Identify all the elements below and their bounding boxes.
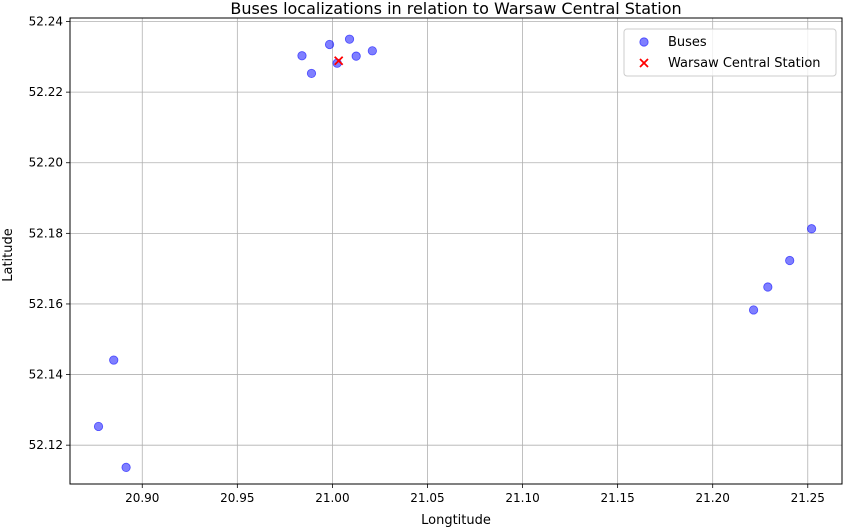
legend-marker-buses: [639, 37, 649, 47]
plot-frame: [69, 17, 843, 485]
legend-label-buses: Buses: [668, 35, 707, 50]
y-tick-label: 52.22: [29, 85, 63, 99]
bus-point: [109, 355, 119, 365]
x-axis-label: Longtitude: [421, 513, 491, 527]
bus-point: [763, 282, 773, 292]
x-tick-label: 20.90: [125, 491, 159, 505]
y-tick-label: 52.14: [29, 368, 63, 382]
chart-title: Buses localizations in relation to Warsa…: [230, 0, 681, 18]
x-tick-label: 21.10: [505, 491, 539, 505]
y-axis-label: Latitude: [1, 228, 16, 282]
x-tick-label: 21.25: [791, 491, 825, 505]
y-tick-label: 52.24: [29, 15, 63, 29]
bus-point: [344, 34, 355, 44]
grid-lines: [70, 18, 842, 484]
data-points: [93, 34, 817, 473]
legend-box: [623, 28, 837, 77]
bus-point: [297, 51, 307, 61]
y-tick-label: 52.12: [29, 438, 63, 452]
legend-label-station: Warsaw Central Station: [668, 56, 821, 71]
y-tick-label: 52.20: [29, 156, 63, 170]
axis-ticks: 20.90 20.95 21.00 21.05 21.10 21.15 21.20 21.25…: [29, 15, 825, 505]
bus-point: [367, 46, 377, 56]
bus-point: [306, 68, 317, 79]
legend-marker-station: [639, 58, 649, 68]
bus-point: [748, 305, 759, 315]
bus-point: [324, 39, 335, 50]
x-tick-label: 21.00: [315, 491, 349, 505]
station-point: [334, 56, 344, 66]
bus-point: [351, 51, 361, 61]
bus-point: [93, 421, 104, 432]
x-tick-label: 21.05: [410, 491, 444, 505]
x-tick-label: 21.15: [600, 491, 634, 505]
bus-point: [785, 255, 795, 266]
x-tick-label: 21.20: [696, 491, 730, 505]
y-tick-label: 52.16: [29, 297, 63, 311]
bus-point: [121, 462, 131, 473]
x-tick-label: 20.95: [220, 491, 254, 505]
bus-point: [806, 224, 817, 234]
legend: Buses Warsaw Central Station: [623, 28, 837, 77]
y-tick-label: 52.18: [29, 226, 63, 240]
